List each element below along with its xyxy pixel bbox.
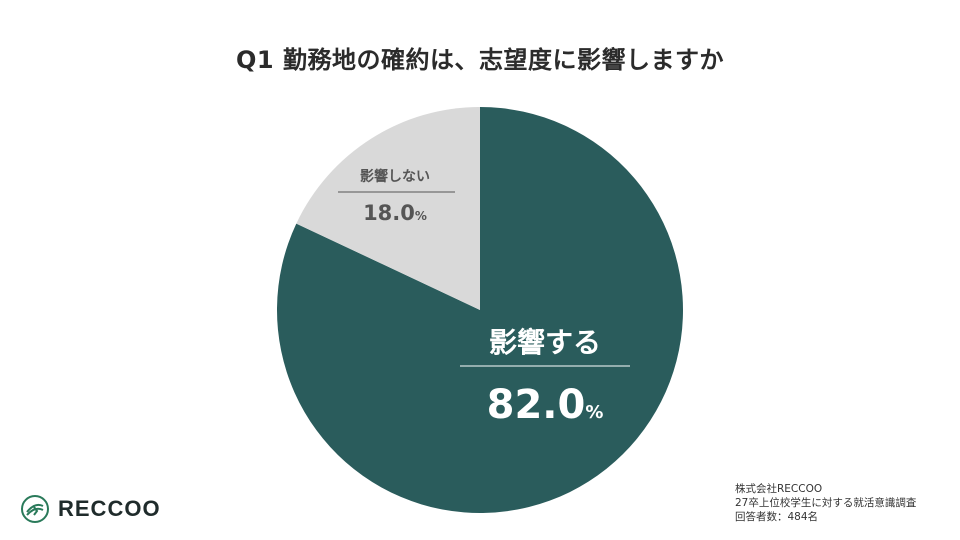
source-company: 株式会社RECCOO <box>735 483 823 495</box>
source-note: 株式会社RECCOO 27卒上位校学生に対する就活意識調査 回答者数：484名 <box>735 482 916 524</box>
source-respondents: 回答者数：484名 <box>735 511 819 523</box>
reccoo-logo: RECCOO <box>20 494 161 524</box>
slice-label-value: 18.0% <box>363 201 427 225</box>
slice-label-name: 影響する <box>489 326 601 359</box>
pie-slice-not-affects <box>296 107 480 310</box>
reccoo-logo-icon <box>21 495 49 523</box>
logo-text: RECCOO <box>58 496 161 521</box>
slice-label-value: 82.0% <box>487 382 604 428</box>
chart-title: Q1 勤務地の確約は、志望度に影響しますか <box>236 46 724 74</box>
source-survey: 27卒上位校学生に対する就活意識調査 <box>735 497 917 509</box>
slice-label-name: 影響しない <box>360 168 430 185</box>
